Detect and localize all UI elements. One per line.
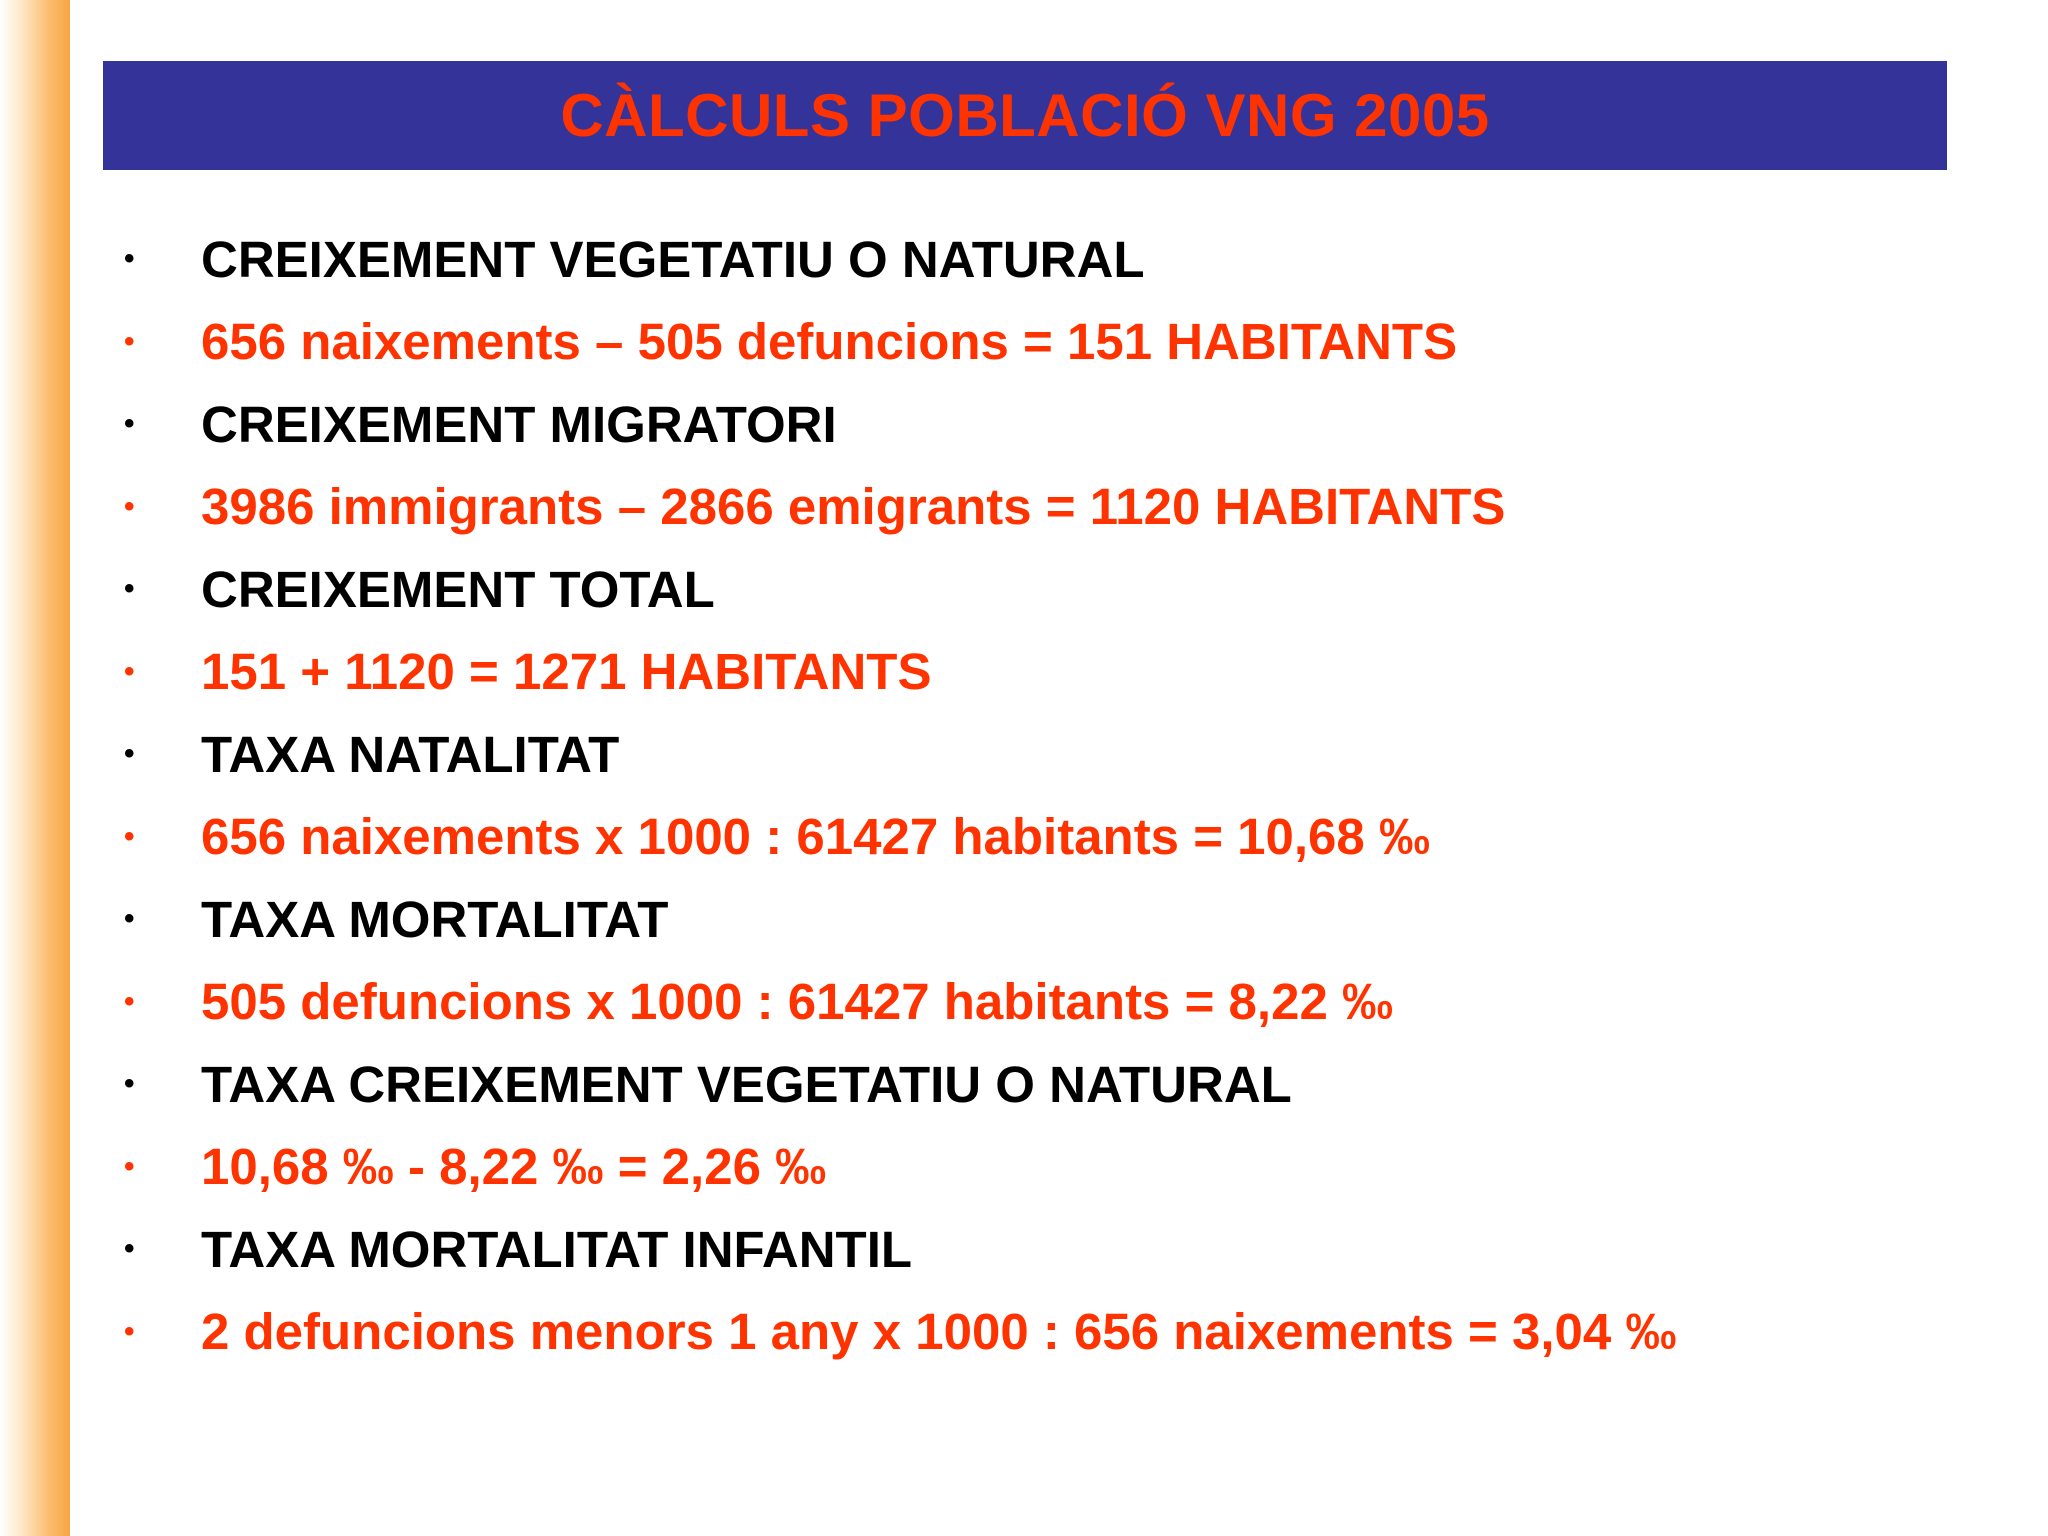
- list-item: • TAXA NATALITAT: [118, 713, 1676, 796]
- calculation-text: 2 defuncions menors 1 any x 1000 : 656 n…: [201, 1303, 1677, 1361]
- calculation-text: 3986 immigrants – 2866 emigrants = 1120 …: [201, 478, 1506, 536]
- bullet-list: • CREIXEMENT VEGETATIU O NATURAL • 656 n…: [118, 218, 1676, 1373]
- bullet-icon: •: [124, 1232, 135, 1266]
- calculation-text: 656 naixements – 505 defuncions = 151 HA…: [201, 313, 1458, 371]
- list-item: • 656 naixements x 1000 : 61427 habitant…: [118, 796, 1676, 879]
- bullet-icon: •: [124, 819, 135, 853]
- heading-text: CREIXEMENT MIGRATORI: [201, 395, 837, 453]
- calculation-text: 656 naixements x 1000 : 61427 habitants …: [201, 808, 1430, 866]
- bullet-icon: •: [124, 654, 135, 688]
- calculation-text: 505 defuncions x 1000 : 61427 habitants …: [201, 973, 1393, 1031]
- bullet-icon: •: [124, 737, 135, 771]
- bullet-icon: •: [124, 1314, 135, 1348]
- bullet-icon: •: [124, 572, 135, 606]
- heading-text: CREIXEMENT TOTAL: [201, 560, 715, 618]
- list-item: • 505 defuncions x 1000 : 61427 habitant…: [118, 961, 1676, 1044]
- list-item: • TAXA CREIXEMENT VEGETATIU O NATURAL: [118, 1043, 1676, 1126]
- list-item: • 656 naixements – 505 defuncions = 151 …: [118, 301, 1676, 384]
- list-item: • 3986 immigrants – 2866 emigrants = 112…: [118, 466, 1676, 549]
- heading-text: CREIXEMENT VEGETATIU O NATURAL: [201, 230, 1145, 288]
- heading-text: TAXA MORTALITAT INFANTIL: [201, 1220, 913, 1278]
- list-item: • TAXA MORTALITAT INFANTIL: [118, 1208, 1676, 1291]
- heading-text: TAXA MORTALITAT: [201, 890, 669, 948]
- bullet-icon: •: [124, 902, 135, 936]
- list-item: • TAXA MORTALITAT: [118, 878, 1676, 961]
- list-item: • CREIXEMENT TOTAL: [118, 548, 1676, 631]
- slide-title: CÀLCULS POBLACIÓ VNG 2005: [560, 81, 1490, 149]
- calculation-text: 10,68 ‰ - 8,22 ‰ = 2,26 ‰: [201, 1138, 827, 1196]
- decorative-side-stripe: [0, 0, 70, 1536]
- heading-text: TAXA CREIXEMENT VEGETATIU O NATURAL: [201, 1055, 1292, 1113]
- title-bar: CÀLCULS POBLACIÓ VNG 2005: [103, 61, 1947, 170]
- heading-text: TAXA NATALITAT: [201, 725, 620, 783]
- bullet-icon: •: [124, 1149, 135, 1183]
- list-item: • 10,68 ‰ - 8,22 ‰ = 2,26 ‰: [118, 1126, 1676, 1209]
- list-item: • CREIXEMENT MIGRATORI: [118, 383, 1676, 466]
- bullet-icon: •: [124, 242, 135, 276]
- bullet-icon: •: [124, 324, 135, 358]
- calculation-text: 151 + 1120 = 1271 HABITANTS: [201, 643, 932, 701]
- bullet-icon: •: [124, 1067, 135, 1101]
- bullet-icon: •: [124, 489, 135, 523]
- list-item: • 151 + 1120 = 1271 HABITANTS: [118, 631, 1676, 714]
- list-item: • 2 defuncions menors 1 any x 1000 : 656…: [118, 1291, 1676, 1374]
- bullet-icon: •: [124, 984, 135, 1018]
- bullet-icon: •: [124, 407, 135, 441]
- list-item: • CREIXEMENT VEGETATIU O NATURAL: [118, 218, 1676, 301]
